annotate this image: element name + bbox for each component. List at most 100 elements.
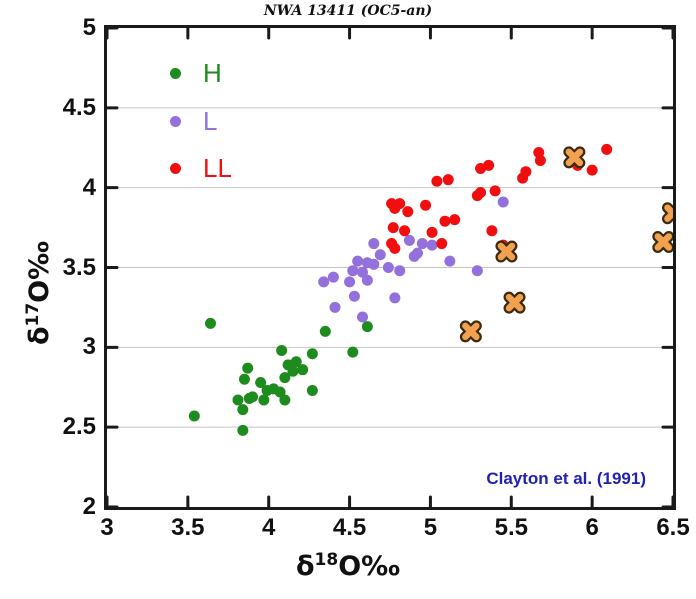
data-point-LL <box>475 186 487 198</box>
data-point-L <box>368 258 380 270</box>
data-point-NWA 13411 samples <box>654 233 673 251</box>
legend-item-ll: LL <box>170 153 232 183</box>
data-point-H <box>279 394 291 406</box>
plot-area <box>104 25 676 510</box>
data-point-L <box>352 255 364 267</box>
data-point-L <box>426 239 438 251</box>
data-point-LL <box>399 225 411 237</box>
data-point-L <box>329 301 341 313</box>
data-point-NWA 13411 samples <box>664 204 673 218</box>
data-point-H <box>274 386 286 398</box>
data-point-L <box>497 196 509 208</box>
l-series-dot-icon <box>170 115 181 127</box>
data-point-LL <box>449 214 461 226</box>
data-point-L <box>444 255 456 267</box>
data-point-H <box>361 321 373 333</box>
x-tick-label: 6 <box>585 514 599 541</box>
legend-label-l: L <box>203 106 218 136</box>
data-point-H <box>347 346 359 358</box>
data-point-L <box>411 247 423 259</box>
data-point-NWA 13411 samples <box>664 208 673 222</box>
y-tick-label: 2.5 <box>62 413 96 441</box>
data-point-LL <box>420 199 432 211</box>
data-point-H <box>258 394 270 406</box>
citation-label: Clayton et al. (1991) <box>486 469 646 488</box>
data-point-L <box>368 238 380 250</box>
x-axis-delta: δ <box>295 551 315 582</box>
data-point-NWA 13411 samples <box>497 242 516 261</box>
data-point-H <box>306 348 318 360</box>
data-point-L <box>382 262 394 273</box>
x-tick-label: 4 <box>262 514 276 541</box>
chart-title: NWA 13411 (OC5-an) <box>263 3 433 19</box>
legend-item-l: L <box>170 106 217 136</box>
data-point-L <box>344 276 356 288</box>
data-point-L <box>374 249 386 261</box>
data-point-H <box>232 394 244 406</box>
data-point-L <box>394 265 406 277</box>
data-point-L <box>361 274 373 286</box>
x-tick-label: 4.5 <box>332 514 367 541</box>
data-point-LL <box>389 202 401 214</box>
x-axis-text: O‰ <box>338 551 401 582</box>
legend-item-h: H <box>170 58 222 88</box>
data-point-L <box>416 238 428 250</box>
y-tick-label: 3.5 <box>62 253 96 281</box>
data-point-H <box>290 356 302 368</box>
x-tick-label: 3.5 <box>171 514 205 541</box>
x-tick-label: 3 <box>100 514 114 541</box>
data-point-H <box>204 317 216 329</box>
data-point-H <box>242 362 254 374</box>
data-point-NWA 13411 samples <box>462 322 480 341</box>
data-point-LL <box>387 222 399 234</box>
data-point-L <box>357 311 369 323</box>
x-tick-label: 5 <box>423 514 438 541</box>
data-point-H <box>255 376 267 388</box>
data-point-LL <box>402 206 414 218</box>
plot-canvas <box>107 28 673 507</box>
data-point-NWA 13411 samples <box>565 148 584 167</box>
y-tick-label: 3 <box>82 333 96 361</box>
data-point-LL <box>534 155 546 167</box>
data-point-LL <box>426 226 438 238</box>
data-point-L <box>389 292 401 304</box>
legend-label-ll: LL <box>203 153 232 183</box>
data-point-LL <box>486 225 498 237</box>
data-point-H <box>237 424 249 436</box>
data-point-LL <box>431 175 443 187</box>
data-point-L <box>357 266 369 278</box>
h-series-dot-icon <box>170 67 181 79</box>
legend-label-h: H <box>203 58 222 88</box>
data-point-LL <box>483 159 495 171</box>
data-point-H <box>279 372 291 384</box>
data-point-L <box>347 265 359 277</box>
data-point-H <box>319 325 331 337</box>
y-tick-label: 4.5 <box>62 93 96 121</box>
data-point-H <box>287 365 299 377</box>
data-point-H <box>306 384 318 396</box>
data-point-L <box>471 265 483 277</box>
data-point-L <box>403 234 415 246</box>
data-point-H <box>237 404 249 416</box>
x-axis-label: δ18O‰ <box>0 550 696 582</box>
y-tick-label: 4 <box>82 173 96 201</box>
data-point-LL <box>489 185 501 197</box>
data-point-H <box>276 345 288 357</box>
data-point-LL <box>436 238 448 250</box>
data-point-LL <box>601 143 613 155</box>
ll-series-dot-icon <box>170 162 181 174</box>
y-axis-superscript: 17 <box>23 302 43 327</box>
data-point-LL <box>586 164 598 176</box>
data-point-L <box>348 290 360 302</box>
data-point-L <box>318 276 330 288</box>
data-point-LL <box>442 174 454 186</box>
data-point-LL <box>389 242 401 254</box>
data-point-LL <box>520 166 532 178</box>
x-axis-superscript: 18 <box>314 550 339 570</box>
data-point-NWA 13411 samples <box>505 293 524 312</box>
data-point-H <box>297 364 309 376</box>
x-tick-label: 6.5 <box>656 514 690 541</box>
y-tick-label: 2 <box>82 493 96 520</box>
x-tick-label: 5.5 <box>494 514 528 541</box>
